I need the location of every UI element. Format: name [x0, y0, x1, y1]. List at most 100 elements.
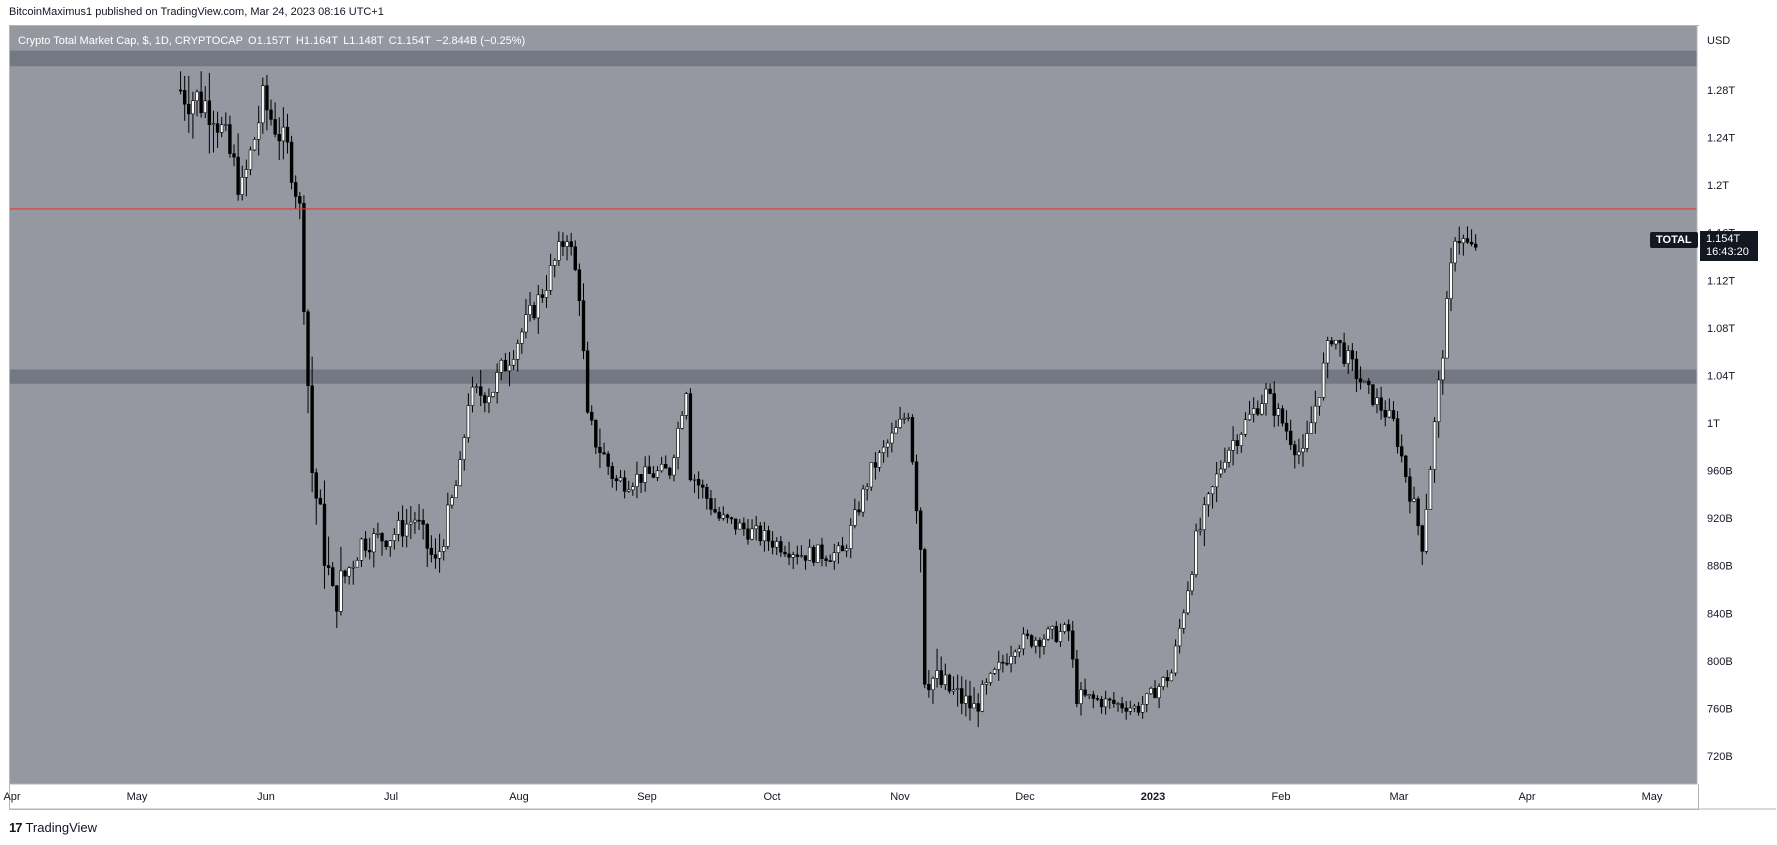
candle-body: [980, 684, 985, 712]
candle-body: [458, 459, 462, 487]
candle-body: [347, 567, 351, 577]
candle-body: [1297, 451, 1301, 456]
candle-body: [861, 488, 865, 513]
candle-body: [1103, 698, 1108, 708]
candle-body: [1383, 410, 1387, 418]
candle-body: [906, 417, 911, 419]
candle-body: [409, 521, 413, 525]
x-tick-label: Aug: [509, 791, 529, 803]
candle-body: [618, 477, 623, 482]
candle-body: [1338, 339, 1342, 344]
candle-body: [1013, 651, 1017, 657]
candle-body: [191, 100, 195, 115]
candle-body: [602, 452, 606, 455]
candle-body: [931, 678, 935, 691]
candle-body: [532, 305, 536, 319]
tradingview-logo[interactable]: 17 TradingView: [9, 820, 97, 835]
candle-body: [791, 554, 795, 558]
candle-body: [849, 525, 853, 549]
candle-body: [853, 509, 857, 526]
candle-body: [1009, 656, 1013, 665]
candle-body: [1219, 468, 1223, 475]
candle-body: [351, 566, 355, 569]
candle-body: [1050, 626, 1054, 630]
candle-body: [1239, 434, 1244, 447]
candle-body: [696, 479, 701, 486]
candle-body: [240, 177, 244, 195]
candle-body: [429, 548, 434, 555]
candle-body: [927, 683, 931, 691]
candle-body: [1186, 590, 1190, 614]
candle-body: [536, 294, 540, 319]
symbol-price-tag: TOTAL: [1650, 232, 1698, 248]
horizontal-zone: [10, 50, 1697, 67]
candle-body: [207, 100, 212, 125]
x-tick-label: Mar: [1390, 791, 1409, 803]
high-value: H1.164T: [295, 35, 339, 47]
candle-body: [614, 478, 619, 482]
candle-body: [1128, 707, 1133, 712]
candle-body: [955, 688, 960, 690]
candle-body: [244, 169, 249, 178]
candle-body: [725, 514, 730, 518]
candle-body: [483, 395, 487, 404]
candle-body: [1313, 405, 1318, 424]
candle-body: [487, 396, 491, 404]
candle-body: [750, 528, 754, 540]
candle-body: [606, 453, 610, 467]
candle-body: [1264, 388, 1268, 404]
currency-label: USD: [1707, 35, 1730, 47]
candle-body: [1330, 340, 1334, 345]
candle-body: [450, 497, 454, 506]
candle-body: [729, 517, 734, 520]
candle-body: [1132, 705, 1137, 709]
candle-body: [914, 461, 919, 512]
symbol-title: Crypto Total Market Cap, $, 1D, CRYPTOCA…: [18, 35, 243, 47]
candle-body: [195, 91, 199, 102]
candle-body: [499, 360, 503, 373]
candle-body: [1350, 350, 1355, 360]
candle-body: [1354, 358, 1359, 380]
candle-body: [1038, 639, 1042, 647]
candle-body: [947, 674, 952, 692]
candle-body: [721, 514, 725, 519]
candle-body: [1182, 612, 1186, 629]
candle-body: [400, 520, 405, 537]
candle-body: [1268, 388, 1272, 394]
candle-body: [433, 554, 438, 559]
candle-body: [425, 524, 429, 549]
candle-body: [902, 417, 906, 420]
candle-body: [1449, 262, 1453, 299]
candle-body: [635, 473, 639, 487]
x-tick-label: Jul: [384, 791, 398, 803]
candle-body: [318, 497, 323, 505]
candle-body: [688, 393, 693, 481]
candle-body: [1136, 705, 1141, 713]
candle-body: [503, 360, 508, 372]
candle-body: [405, 523, 409, 537]
candle-body: [655, 470, 660, 478]
candle-body: [302, 202, 306, 313]
candle-body: [1399, 446, 1404, 457]
candle-body: [224, 124, 228, 126]
x-tick-label: Dec: [1015, 791, 1035, 803]
candle-body: [1457, 240, 1461, 244]
candle-body: [1046, 628, 1050, 640]
x-tick-label: Jun: [257, 791, 275, 803]
zones-layer: [10, 50, 1697, 384]
candle-body: [639, 473, 643, 483]
candle-body: [228, 124, 232, 154]
candle-body: [803, 555, 808, 561]
candle-body: [886, 442, 890, 448]
candle-body: [289, 141, 294, 183]
candle-body: [676, 428, 680, 458]
candle-body: [1034, 639, 1038, 647]
y-tick-label: 1.04T: [1707, 370, 1735, 382]
candle-body: [437, 551, 442, 559]
candle-body: [680, 415, 684, 429]
candle-body: [1317, 397, 1322, 407]
candle-body: [1346, 350, 1350, 364]
candle-body: [1432, 421, 1437, 470]
candle-body: [968, 695, 972, 709]
